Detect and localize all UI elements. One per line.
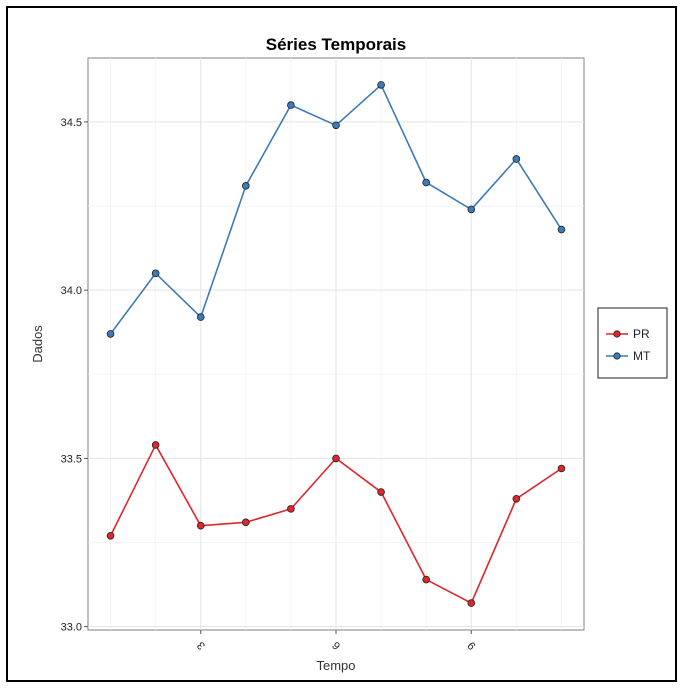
legend-label-mt: MT [633, 349, 651, 363]
legend-marker-pr [613, 330, 621, 338]
data-point-pr [242, 518, 250, 527]
data-point-mt [287, 101, 295, 109]
data-point-mt [242, 182, 250, 190]
data-point-mt [467, 205, 476, 214]
y-tick-label: 34.5 [61, 117, 82, 129]
data-point-mt [422, 178, 430, 187]
x-axis: 3 6 9 [195, 630, 478, 652]
data-point-mt [332, 121, 340, 130]
x-tick-label: 3 [195, 639, 208, 652]
data-point-mt [151, 269, 160, 278]
data-point-mt [557, 225, 566, 234]
data-point-mt [377, 81, 385, 89]
data-point-mt [196, 313, 205, 321]
data-point-pr [332, 454, 340, 463]
x-tick-label: 9 [466, 639, 479, 652]
data-point-pr [151, 441, 160, 449]
data-point-pr [467, 599, 476, 607]
data-point-pr [377, 488, 385, 496]
y-axis-label: Dados [30, 325, 45, 363]
data-point-mt [106, 330, 115, 338]
grid-lines [88, 58, 584, 630]
y-tick-label: 33.0 [61, 622, 82, 634]
data-point-pr [557, 464, 566, 473]
legend: PR MT [597, 307, 668, 379]
legend-box [597, 307, 668, 379]
data-point-pr [196, 521, 205, 530]
y-tick-label: 33.5 [61, 453, 82, 465]
chart-title: Séries Temporais [266, 35, 406, 54]
y-axis: 33.0 33.5 34.0 34.5 [61, 117, 88, 634]
y-tick-label: 34.0 [61, 285, 82, 297]
series-layer [106, 81, 566, 607]
data-point-pr [287, 505, 295, 513]
data-point-pr [512, 494, 521, 503]
data-point-mt [512, 155, 521, 163]
data-point-pr [422, 575, 430, 584]
data-point-pr [106, 531, 115, 540]
x-tick-label: 6 [330, 639, 343, 652]
legend-label-pr: PR [633, 327, 650, 341]
legend-marker-mt [613, 352, 621, 360]
x-axis-label: Tempo [316, 658, 355, 673]
